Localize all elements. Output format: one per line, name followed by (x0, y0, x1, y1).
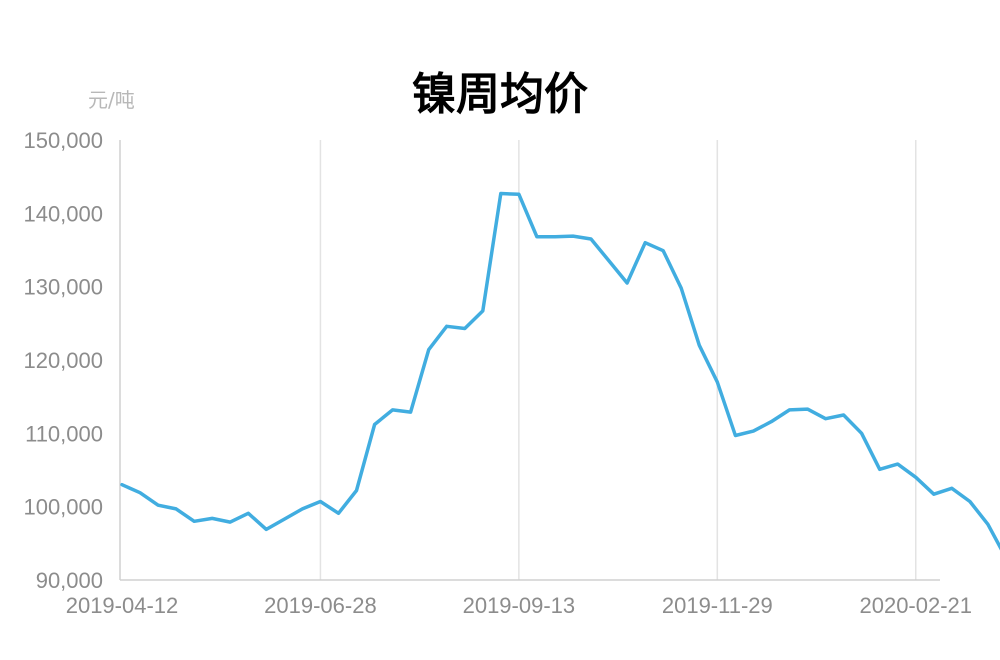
x-tick-label: 2019-09-13 (463, 593, 576, 618)
y-tick-label: 150,000 (23, 128, 103, 153)
y-tick-label: 140,000 (23, 201, 103, 226)
y-tick-label: 90,000 (36, 568, 103, 593)
series-line (120, 191, 1000, 551)
y-tick-label: 120,000 (23, 348, 103, 373)
y-tick-label: 110,000 (25, 421, 103, 446)
x-tick-label: 2019-06-28 (264, 593, 377, 618)
x-tick-label: 2019-11-29 (662, 593, 773, 618)
y-tick-label: 130,000 (23, 275, 103, 300)
chart-title: 镍周均价 (412, 69, 588, 120)
x-tick-label: 2020-02-21 (859, 593, 972, 618)
y-tick-label: 100,000 (23, 495, 103, 520)
x-tick-label: 2019-04-12 (66, 593, 179, 618)
y-unit-label: 元/吨 (88, 88, 135, 112)
